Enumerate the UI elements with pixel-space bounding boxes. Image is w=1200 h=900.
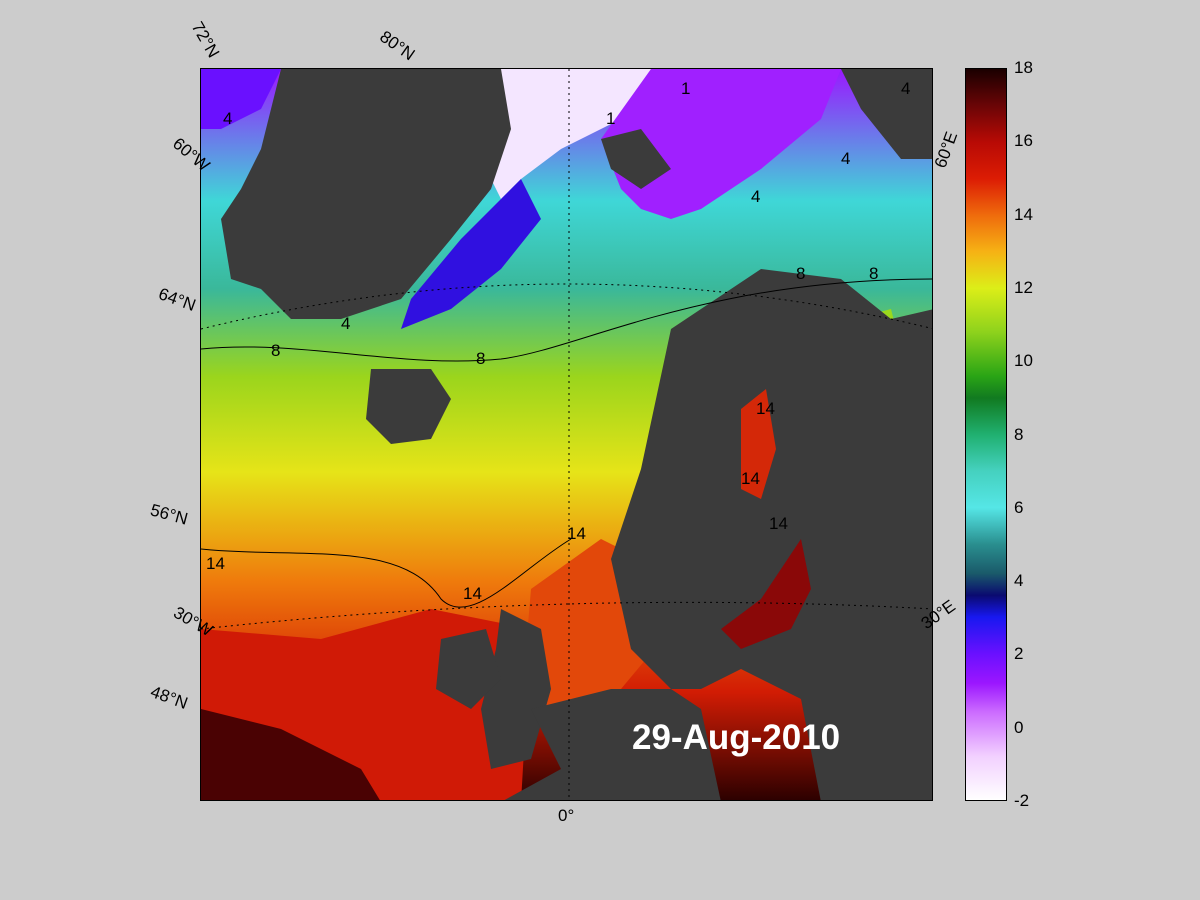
- colorbar-tick-label: 18: [1014, 58, 1033, 77]
- continental-europe: [504, 689, 721, 800]
- colorbar-tick-label: 8: [1014, 424, 1024, 444]
- contour-label-4d: 4: [901, 79, 911, 98]
- contour-14: [201, 538, 572, 608]
- lat-label-56n: 56°N: [148, 500, 190, 529]
- cold-water-east: [601, 69, 841, 219]
- graticule-56n: [201, 601, 932, 630]
- colorbar-tick-label: 14: [1014, 204, 1033, 224]
- sst-map-canvas: [201, 69, 932, 800]
- contour-label-14c: 14: [567, 524, 586, 543]
- colorbar-tick-label: -2: [1014, 791, 1030, 810]
- colorbar-tick-label: 4: [1014, 571, 1024, 591]
- contour-label-4e: 4: [751, 187, 761, 206]
- contour-label-14d: 14: [756, 399, 775, 418]
- contour-8: [201, 278, 932, 362]
- contour-label-8b: 8: [476, 349, 486, 368]
- lon-label-60e: 60°E: [930, 129, 962, 171]
- ice-region: [486, 69, 651, 199]
- svalbard: [601, 129, 671, 189]
- date-label: 29-Aug-2010: [632, 718, 841, 757]
- colorbar-tick-label: 16: [1014, 131, 1033, 151]
- lat-label-72n: 72°N: [187, 18, 224, 61]
- colorbar: [965, 68, 1007, 801]
- sst-map: 4 1 1 4 4 4 8 8 8 8 4 14 14 14 14 14 14: [200, 68, 933, 801]
- contour-label-14a: 14: [206, 554, 225, 573]
- contour-label-1a: 1: [681, 79, 691, 98]
- contour-label-4a: 4: [341, 314, 351, 333]
- contour-label-8a: 8: [271, 341, 281, 360]
- gulf-of-bothnia-overlay: [741, 389, 776, 499]
- contour-label-8c: 8: [796, 264, 806, 283]
- colorbar-tick-label: 2: [1014, 644, 1024, 664]
- contour-label-4c: 4: [841, 149, 851, 168]
- contour-label-14b: 14: [463, 584, 482, 603]
- cold-water-west: [201, 69, 281, 129]
- lon-label-0: 0°: [558, 806, 575, 825]
- contour-label-14e: 14: [741, 469, 760, 488]
- colorbar-tick-label: 10: [1014, 351, 1033, 371]
- colorbar-tick-label: 0: [1014, 717, 1024, 737]
- lat-label-48n: 48°N: [148, 682, 191, 713]
- greenland: [221, 69, 511, 319]
- lat-label-64n: 64°N: [156, 284, 199, 315]
- contour-label-8d: 8: [869, 264, 879, 283]
- contour-label-14f: 14: [769, 514, 788, 533]
- ireland: [436, 629, 501, 709]
- colorbar-tick-label: 6: [1014, 497, 1024, 517]
- scandinavia: [611, 269, 932, 800]
- lat-label-80n: 80°N: [376, 26, 419, 65]
- cold-water-greenland: [401, 179, 541, 329]
- great-britain: [481, 609, 551, 769]
- baltic-overlay: [721, 539, 811, 649]
- contour-label-1b: 1: [606, 109, 616, 128]
- iceland: [366, 369, 451, 444]
- contour-label-4b: 4: [223, 109, 233, 128]
- colorbar-tick-label: 12: [1014, 277, 1033, 297]
- warm-water-sw: [201, 709, 380, 800]
- novaya-zemlya: [841, 69, 932, 159]
